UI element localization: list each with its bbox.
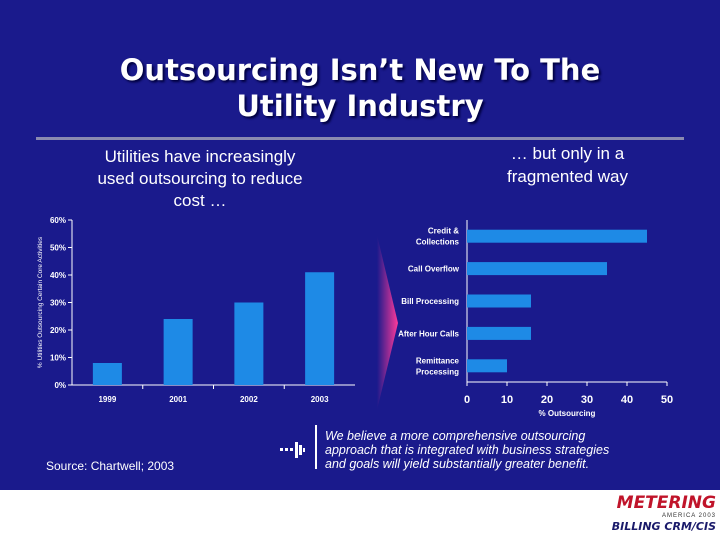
bar-call-overflow (467, 262, 607, 276)
x-tick-label: 2002 (240, 395, 258, 404)
left-subtitle-line-2: used outsourcing to reduce (97, 169, 303, 188)
x-tick-label: 30 (581, 394, 593, 406)
x-tick-label: 40 (621, 394, 633, 406)
right-subtitle-line-1: … but only in a (510, 144, 625, 163)
slide-title: Outsourcing Isn’t New To The Utility Ind… (0, 52, 720, 124)
note-line-3: and goals will yield substantially great… (325, 457, 590, 471)
footer-band (0, 490, 720, 540)
category-label: After Hour Calls (398, 329, 459, 338)
title-divider (36, 137, 684, 140)
logo-line-2: AMERICA 2003 (661, 513, 716, 519)
bar-bill-processing (467, 294, 531, 308)
y-tick-label: 20% (50, 326, 66, 335)
logo-line-1: METERING (616, 493, 716, 513)
conclusion-note: We believe a more comprehensive outsourc… (325, 429, 685, 471)
outsourcing-trend-chart: 0% 10% 20% 30% 40% 50% 60% 1999 2001 2002 2003 % Ut… (37, 216, 355, 404)
x-tick-label: 1999 (98, 395, 116, 404)
source-citation: Source: Chartwell; 2003 (46, 459, 175, 473)
bar-credit-collections (467, 229, 647, 243)
x-axis-title: % Outsourcing (539, 409, 596, 418)
x-tick-label: 2001 (169, 395, 187, 404)
right-subtitle-line-2: fragmented way (507, 167, 628, 186)
category-label: Call Overflow (408, 265, 460, 274)
y-tick-label: 60% (50, 216, 66, 225)
left-subtitle-line-3: cost … (173, 191, 227, 210)
category-label: Collections (416, 238, 460, 247)
y-axis-title: % Utilities Outsourcing Certain Core Act… (37, 236, 44, 368)
outsourcing-activity-chart: 0 10 20 30 40 50 % Outsourcing Credit & Collecti… (398, 220, 673, 418)
x-tick-label: 20 (541, 394, 553, 406)
y-tick-label: 30% (50, 299, 66, 308)
y-tick-label: 40% (50, 271, 66, 280)
category-label: Bill Processing (401, 297, 459, 306)
bar-2001 (163, 319, 193, 385)
dotted-arrow-icon (280, 442, 305, 458)
bar-after-hour-calls (467, 326, 531, 340)
note-line-1: We believe a more comprehensive outsourc… (325, 429, 586, 443)
left-subtitle-line-1: Utilities have increasingly (104, 147, 296, 166)
slide-title-line-2: Utility Industry (236, 89, 484, 123)
right-subtitle: … but only in a fragmented way (460, 142, 675, 188)
y-tick-label: 50% (50, 244, 66, 253)
x-tick-label: 0 (464, 394, 470, 406)
category-label: Credit & (428, 227, 459, 236)
bar-1999 (92, 363, 122, 385)
bar-remittance-processing (467, 359, 507, 373)
bar-2003 (305, 272, 335, 385)
category-label: Remittance (416, 356, 460, 365)
y-tick-label: 0% (54, 381, 66, 390)
category-label: Processing (416, 367, 459, 376)
pink-arrow-icon (377, 235, 398, 410)
bar-2002 (234, 302, 264, 385)
note-divider (315, 425, 317, 469)
x-tick-label: 2003 (311, 395, 329, 404)
y-tick-label: 10% (50, 354, 66, 363)
left-subtitle: Utilities have increasingly used outsour… (55, 146, 345, 212)
note-line-2: approach that is integrated with busines… (325, 443, 610, 457)
x-tick-label: 10 (501, 394, 513, 406)
conference-logo: METERING AMERICA 2003 BILLING CRM/CIS (606, 494, 716, 540)
slide-title-line-1: Outsourcing Isn’t New To The (119, 53, 601, 87)
logo-line-3: BILLING CRM/CIS (611, 520, 716, 533)
x-tick-label: 50 (661, 394, 673, 406)
